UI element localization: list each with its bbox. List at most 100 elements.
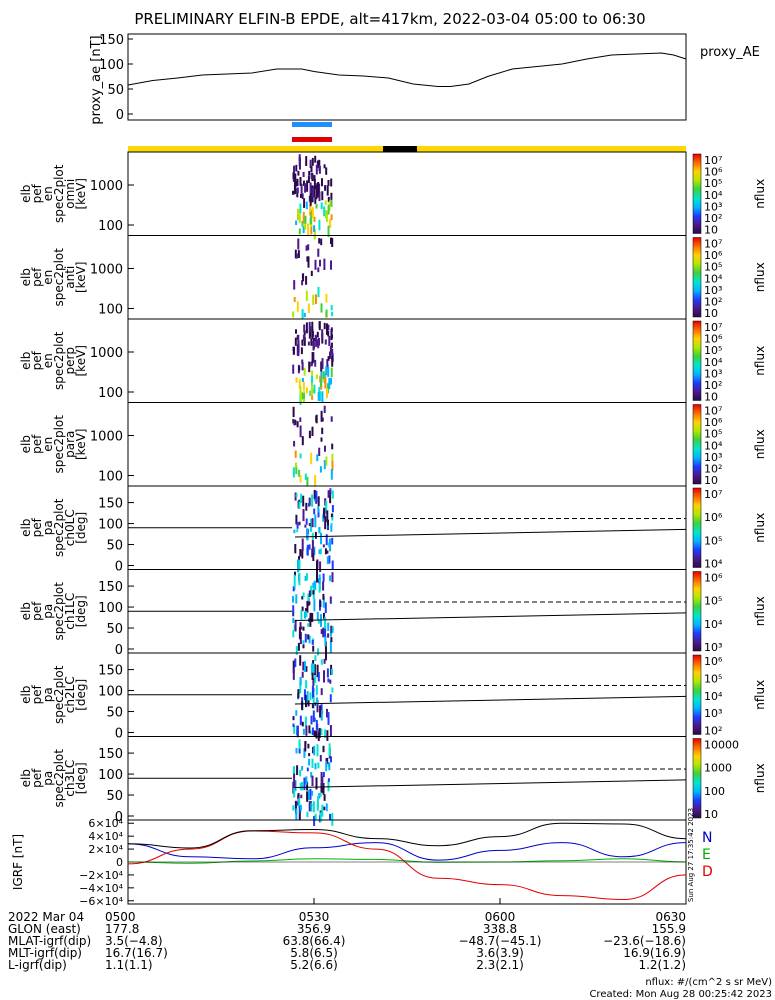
colorbar-label: nflux [753, 429, 767, 459]
panel-tick-label: 0 [115, 810, 123, 825]
colorbar-tick-label: 10⁷ [704, 321, 722, 334]
ylabel-line: pa [41, 771, 55, 786]
panel-tick-label: 50 [106, 539, 123, 554]
colorbar-tick-label: 10⁷ [704, 488, 722, 501]
ylabel-line: pef [30, 434, 44, 454]
ylabel-line: anti [63, 266, 77, 289]
colorbar-tick-label: 10 [704, 474, 718, 487]
footer-cell: 5.8(6.5) [290, 946, 338, 960]
ylabel-line: elb [19, 769, 33, 787]
ylabel-line: pef [30, 601, 44, 621]
igrf-legend-N: N [702, 830, 712, 846]
ylabel-line: spec2plot [52, 164, 66, 223]
colorbar-tick-label: 10⁴ [704, 618, 723, 631]
footer-cell: 0500 [105, 910, 136, 924]
ylabel-line: elb [19, 185, 33, 203]
panel-tick-label: 1000 [90, 179, 123, 194]
panel-tick-label: 100 [98, 685, 123, 700]
igrf-sidenote: Sun Aug 27 17:35:42 2023 [687, 808, 695, 902]
panel-tick-label: 150 [98, 497, 123, 512]
colorbar-tick-label: 1000 [704, 762, 732, 775]
footer-cell: 155.9 [652, 922, 686, 936]
colorbar-tick-label: 10² [704, 212, 722, 225]
ylabel-line: en [41, 353, 55, 368]
ylabel-line: pef [30, 684, 44, 704]
colorbar-tick-label: 10⁵ [704, 595, 722, 608]
colorbar-label: nflux [753, 596, 767, 626]
ylabel-line: ch3LC [63, 760, 77, 797]
panel-frame [127, 318, 687, 403]
proxy-ae-ticks: 150 100 50 0 [99, 33, 133, 123]
panel-tick-label: 1000 [90, 430, 123, 445]
footer-cell: 5.2(6.6) [290, 958, 338, 972]
ylabel-line: pef [30, 768, 44, 788]
ylabel-line: pa [41, 604, 55, 619]
spectrogram-pixels [292, 571, 334, 661]
colorbar-tick-label: 10⁴ [704, 439, 723, 452]
panel-tick-label: 0 [115, 643, 123, 658]
colorbar-tick-label: 10⁶ [704, 572, 723, 585]
plot-title: PRELIMINARY ELFIN-B EPDE, alt=417km, 202… [134, 10, 645, 28]
panel-tick-label: 150 [98, 747, 123, 762]
colorbar-tick-label: 10³ [704, 284, 722, 297]
panel-tick-label: 50 [106, 706, 123, 721]
ylabel-line: pa [41, 687, 55, 702]
ylabel-line: pef [30, 267, 44, 287]
footer-cell: 16.7(16.7) [105, 946, 168, 960]
ae-tick-label: 0 [116, 108, 124, 123]
igrf-E-line [127, 858, 687, 864]
spectrogram-pixels [293, 488, 334, 573]
created-stamp: Created: Mon Aug 28 00:25:42 2023 [589, 989, 772, 1000]
footer-cell: −48.7(−45.1) [459, 934, 542, 948]
ylabel-line: pef [30, 183, 44, 203]
ylabel-line: spec2plot [52, 665, 66, 724]
colorbar-tick-label: 10⁷ [704, 405, 722, 418]
igrf-tick-label: −6×10⁴ [79, 895, 123, 908]
colorbar-tick-label: 10⁶ [704, 655, 723, 668]
colorbar-tick-label: 10⁵ [704, 261, 722, 274]
colorbar-tick-label: 10⁶ [704, 511, 723, 524]
ylabel-line: [deg] [74, 595, 88, 627]
igrf-tick-label: −2×10⁴ [79, 869, 123, 882]
footer-row-label: GLON (east) [8, 922, 81, 936]
ylabel-line: ch0LC [63, 509, 77, 546]
colorbar: 10⁶ 10⁵ 10⁴ 10³ nflux [692, 571, 767, 654]
panel-frame [127, 402, 687, 487]
colorbar-label: nflux [753, 763, 767, 793]
ylabel-line: elb [19, 268, 33, 286]
colorbar-tick-label: 10⁴ [704, 356, 723, 369]
igrf-total-line [127, 822, 687, 849]
panel-tick-label: 100 [98, 303, 123, 318]
footer-cell: 177.8 [105, 922, 139, 936]
ae-tick-label: 150 [99, 33, 124, 48]
loss-cone-line [294, 779, 687, 788]
colorbar: 10⁶ 10⁵ 10⁴ 10³ 10² nflux [692, 654, 767, 738]
footer-cell: 0530 [299, 910, 330, 924]
footer-cell: 63.8(66.4) [283, 934, 346, 948]
footer-cell: 356.9 [297, 922, 331, 936]
ylabel-line: [keV] [74, 345, 88, 376]
spectrogram-pixels [292, 154, 333, 240]
proxy-ae-label: proxy_AE [700, 45, 760, 60]
colorbar-tick-label: 10 [704, 391, 718, 404]
igrf-tick-label: 2×10⁴ [88, 843, 123, 856]
colorbar-label: nflux [753, 179, 767, 209]
footer-cell: 0600 [485, 910, 516, 924]
igrf-legend-E: E [702, 847, 711, 863]
ylabel-line: spec2plot [52, 582, 66, 641]
colorbar-tick-label: 10³ [704, 451, 722, 464]
footer-cell: 1.2(1.2) [638, 958, 686, 972]
ylabel-line: en [41, 437, 55, 452]
ylabel-line: elb [19, 686, 33, 704]
ylabel-line: pa [41, 520, 55, 535]
spectrogram-pixels [292, 237, 334, 319]
ylabel-line: [keV] [74, 262, 88, 293]
igrf-D-line [127, 830, 687, 901]
